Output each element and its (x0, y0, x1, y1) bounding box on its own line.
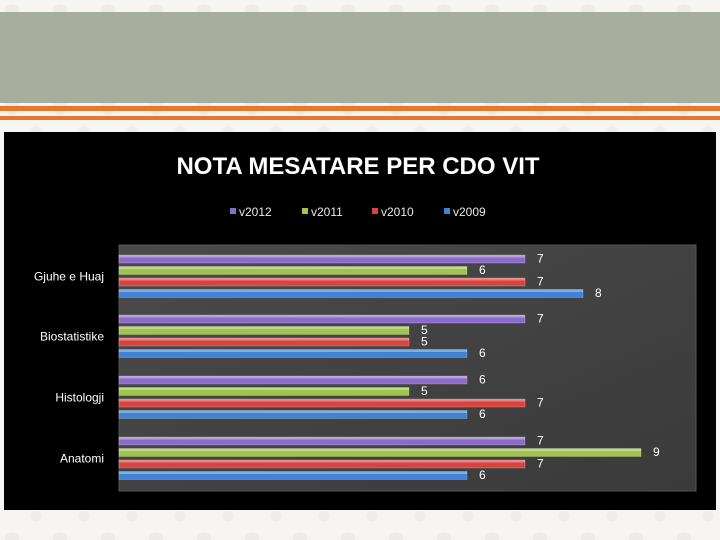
bar-highlight-v2011-histologji (119, 387, 409, 390)
slide-header-band (0, 12, 720, 103)
data-label-v2011-anatomi: 9 (653, 445, 660, 459)
bar-v2011-gjuhe-e-huaj (118, 266, 468, 275)
bar-v2012-gjuhe-e-huaj (118, 254, 526, 264)
bar-v2012-biostatistike (118, 314, 526, 324)
data-label-v2010-anatomi: 7 (537, 457, 544, 471)
category-label-anatomi: Anatomi (60, 451, 104, 465)
bar-highlight-v2011-biostatistike (119, 326, 409, 329)
category-label-gjuhe-e-huaj: Gjuhe e Huaj (34, 269, 104, 283)
bar-v2011-histologji (118, 387, 410, 396)
bar-v2012-histologji (118, 375, 468, 385)
data-label-v2009-anatomi: 6 (479, 468, 486, 482)
bar-highlight-v2010-histologji (119, 399, 525, 402)
bar-highlight-v2010-gjuhe-e-huaj (119, 278, 525, 281)
bar-highlight-v2012-histologji (119, 376, 467, 379)
category-label-biostatistike: Biostatistike (40, 329, 104, 343)
legend-label-v2012: v2012 (239, 205, 272, 219)
data-label-v2009-biostatistike: 6 (479, 346, 486, 360)
data-label-v2012-anatomi: 7 (537, 434, 544, 448)
legend-swatch-v2011 (302, 208, 308, 214)
bar-highlight-v2009-gjuhe-e-huaj (119, 289, 583, 292)
legend-swatch-v2012 (230, 208, 236, 214)
data-label-v2012-histologji: 6 (479, 373, 486, 387)
data-label-v2011-histologji: 5 (421, 384, 428, 398)
bar-v2010-histologji (118, 398, 526, 408)
bar-v2010-anatomi (118, 459, 526, 469)
bar-v2012-anatomi (118, 436, 526, 446)
data-label-v2010-gjuhe-e-huaj: 7 (537, 275, 544, 289)
bar-highlight-v2009-biostatistike (119, 349, 467, 352)
bar-highlight-v2011-anatomi (119, 448, 641, 451)
bar-v2011-anatomi (118, 448, 642, 457)
bar-highlight-v2010-anatomi (119, 460, 525, 463)
bar-highlight-v2012-biostatistike (119, 315, 525, 318)
bar-highlight-v2009-histologji (119, 410, 467, 413)
legend-label-v2010: v2010 (381, 205, 414, 219)
legend-swatch-v2010 (372, 208, 378, 214)
bar-v2010-gjuhe-e-huaj (118, 277, 526, 287)
bar-v2009-anatomi (118, 471, 468, 480)
bar-highlight-v2009-anatomi (119, 471, 467, 474)
legend: v2012 v2011 v2010 v2009 (230, 205, 486, 219)
legend-label-v2009: v2009 (453, 205, 486, 219)
accent-line-top (0, 106, 720, 111)
data-label-v2010-histologji: 7 (537, 396, 544, 410)
bar-v2009-histologji (118, 410, 468, 419)
data-label-v2012-gjuhe-e-huaj: 7 (537, 252, 544, 266)
data-label-v2009-histologji: 6 (479, 407, 486, 421)
data-label-v2012-biostatistike: 7 (537, 312, 544, 326)
accent-line-bottom (0, 116, 720, 120)
bar-v2011-biostatistike (118, 326, 410, 335)
bar-highlight-v2012-gjuhe-e-huaj (119, 255, 525, 258)
data-label-v2009-gjuhe-e-huaj: 8 (595, 286, 602, 300)
category-axis: Gjuhe e Huaj Biostatistike Histologji Anato… (34, 269, 104, 465)
bar-v2009-gjuhe-e-huaj (118, 289, 584, 298)
data-label-v2011-gjuhe-e-huaj: 6 (479, 263, 486, 277)
bar-highlight-v2011-gjuhe-e-huaj (119, 266, 467, 269)
data-label-v2011-biostatistike: 5 (421, 323, 428, 337)
bar-highlight-v2012-anatomi (119, 437, 525, 440)
legend-swatch-v2009 (444, 208, 450, 214)
legend-label-v2011: v2011 (311, 205, 343, 219)
category-label-histologji: Histologji (55, 390, 104, 404)
bar-highlight-v2010-biostatistike (119, 338, 409, 341)
data-label-v2010-biostatistike: 5 (421, 335, 428, 349)
bar-series (118, 254, 642, 480)
bar-v2009-biostatistike (118, 349, 468, 358)
bar-v2010-biostatistike (118, 337, 410, 347)
chart-title: NOTA MESATARE PER CDO VIT (176, 153, 539, 180)
